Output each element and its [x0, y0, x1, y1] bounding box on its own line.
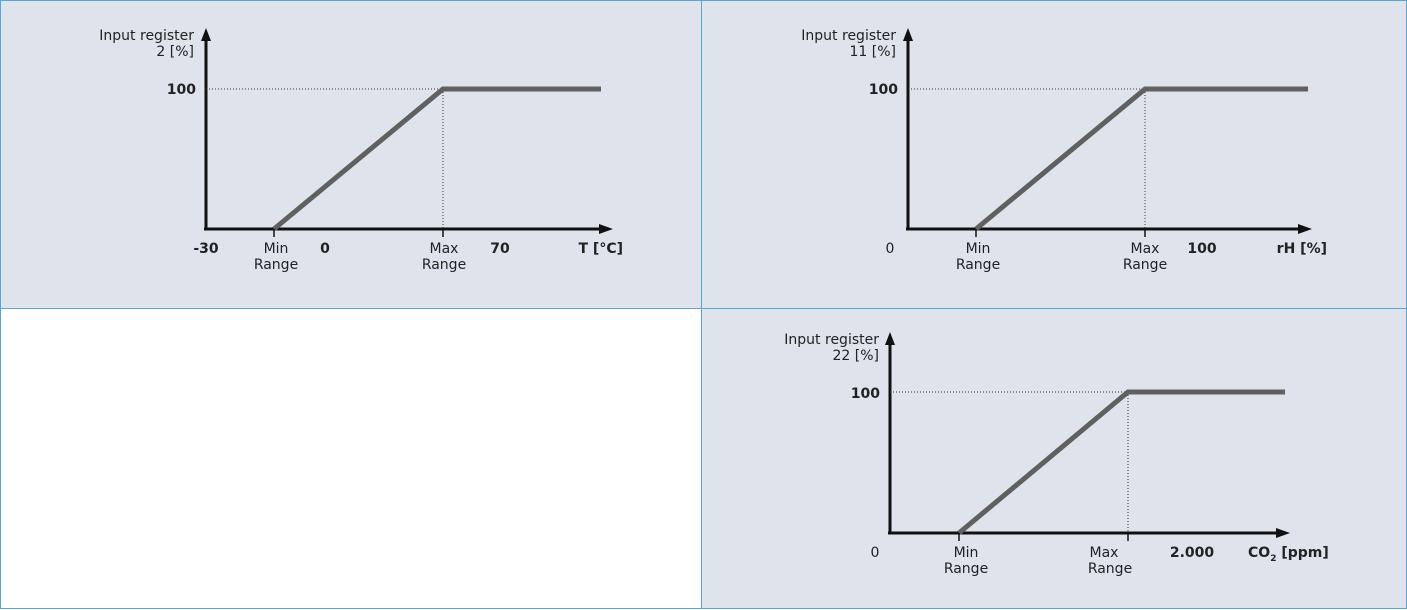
y-axis-label-line1: Input register [784, 332, 879, 348]
x-axis-label-unit: [ppm] [1276, 545, 1328, 561]
max-range-label-line1: Max [1131, 241, 1160, 257]
y-tick-100: 100 [851, 386, 880, 402]
humidity-graph-panel: Input register 11 [%] 100 0 Min Range Ma… [701, 0, 1407, 309]
x-tick-0: 0 [871, 545, 880, 561]
x-axis-arrow [1276, 528, 1290, 538]
y-axis-arrow [201, 28, 211, 41]
x-tick-2000: 2.000 [1170, 545, 1215, 561]
response-curve [957, 389, 1285, 535]
humidity-graph: Input register 11 [%] 100 0 Min Range Ma… [801, 28, 1327, 273]
co2-graph: Input register 22 [%] 100 0 Min Range Ma… [784, 332, 1329, 577]
response-curve [272, 86, 601, 231]
x-tick-100: 100 [1187, 241, 1216, 257]
max-range-label-line2: Range [422, 257, 466, 273]
min-range-label-line1: Min [954, 545, 979, 561]
x-axis-label: T [°C] [579, 241, 624, 257]
temperature-graph-panel: Input register 2 [%] 100 -30 Min Range 0… [0, 0, 702, 309]
min-range-label-line2: Range [956, 257, 1000, 273]
x-tick-0: 0 [886, 241, 895, 257]
x-axis-label-subscript: 2 [1270, 554, 1276, 564]
y-axis-label-line2: 2 [%] [156, 44, 194, 60]
co2-graph-panel: Input register 22 [%] 100 0 Min Range Ma… [701, 308, 1407, 609]
max-range-label-line1: Max [430, 241, 459, 257]
x-axis-label: CO2 [ppm] [1248, 545, 1329, 564]
response-curve [974, 86, 1308, 231]
x-tick-minus30: -30 [193, 241, 219, 257]
min-range-label-line1: Min [264, 241, 289, 257]
x-tick-70: 70 [490, 241, 510, 257]
y-axis-arrow [885, 332, 895, 345]
max-range-label-line2: Range [1088, 561, 1132, 577]
y-axis-label-line2: 22 [%] [833, 348, 880, 364]
temperature-graph: Input register 2 [%] 100 -30 Min Range 0… [99, 28, 624, 273]
max-range-label-line2: Range [1123, 257, 1167, 273]
max-range-label-line1: Max [1090, 545, 1119, 561]
x-tick-0: 0 [320, 241, 330, 257]
y-axis-label-line1: Input register [99, 28, 194, 44]
x-axis-arrow [599, 224, 613, 234]
y-axis-label-line2: 11 [%] [850, 44, 897, 60]
y-axis-label-line1: Input register [801, 28, 896, 44]
x-axis-arrow [1298, 224, 1312, 234]
min-range-label-line2: Range [944, 561, 988, 577]
y-tick-100: 100 [167, 82, 196, 98]
y-tick-100: 100 [869, 82, 898, 98]
x-axis-label: rH [%] [1277, 241, 1327, 257]
min-range-label-line1: Min [966, 241, 991, 257]
min-range-label-line2: Range [254, 257, 298, 273]
empty-panel [0, 308, 702, 609]
x-axis-label-main: CO [1248, 545, 1270, 561]
y-axis-arrow [903, 28, 913, 41]
